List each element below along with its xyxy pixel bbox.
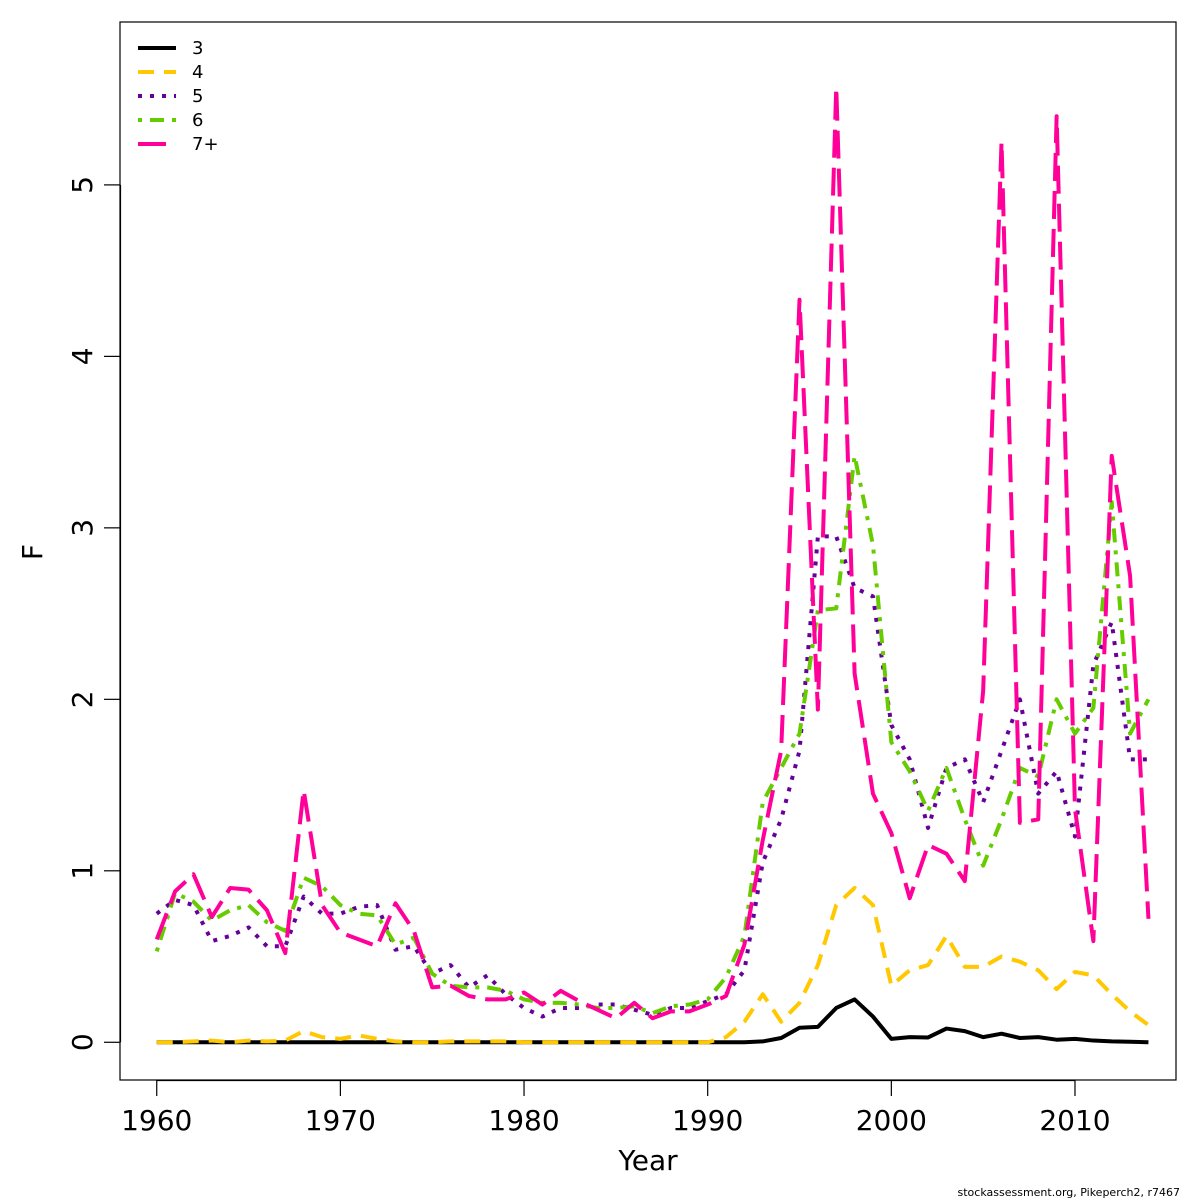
- x-tick-label: 1980: [488, 1104, 559, 1137]
- x-axis: 1960 1970 1980 1990 2000 2010: [121, 1079, 1111, 1137]
- y-tick-label: 0: [66, 1033, 99, 1051]
- legend-label-3: 3: [192, 38, 203, 59]
- x-axis-title: Year: [617, 1144, 678, 1177]
- y-axis-title: F: [16, 544, 49, 560]
- x-tick-label: 2000: [856, 1104, 927, 1137]
- series-line-7: [154, 85, 1151, 1021]
- legend-label-4: 4: [192, 62, 203, 83]
- x-tick-label: 1990: [672, 1104, 743, 1137]
- y-tick-label: 3: [66, 519, 99, 537]
- series-line-4: [156, 885, 1150, 1045]
- y-axis: 0 1 2 3 4 5: [66, 176, 122, 1051]
- x-tick-label: 1970: [305, 1104, 376, 1137]
- y-tick-label: 5: [66, 176, 99, 194]
- y-tick-label: 2: [66, 690, 99, 708]
- plot-frame: [119, 21, 1177, 1081]
- legend-label-7: 7+: [192, 134, 219, 155]
- series-line-3: [156, 997, 1149, 1045]
- series-line-5: [155, 534, 1149, 1019]
- credit-text: stockassessment.org, Pikeperch2, r7467: [958, 1186, 1180, 1199]
- legend-label-6: 6: [192, 110, 203, 131]
- series-layer: [154, 85, 1151, 1045]
- y-tick-label: 4: [66, 347, 99, 365]
- series-line-6: [154, 453, 1151, 1016]
- x-tick-label: 1960: [121, 1104, 192, 1137]
- legend-label-5: 5: [192, 86, 203, 107]
- legend: 3 4 5 6 7+: [138, 38, 219, 155]
- x-tick-label: 2010: [1039, 1104, 1110, 1137]
- y-tick-label: 1: [66, 862, 99, 880]
